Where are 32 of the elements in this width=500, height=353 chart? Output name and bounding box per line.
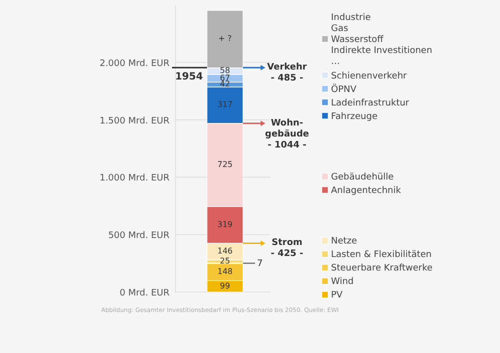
legend-label: Gebäudehülle [331, 172, 394, 183]
legend-label: PV [331, 290, 344, 301]
legend-label: ÖPNV [331, 82, 358, 95]
y-tick-label: 500 Mrd. EUR [108, 231, 170, 242]
data-label: 25 [220, 256, 230, 266]
ref-line-label: Strom - 425 - [270, 238, 304, 260]
y-tick-label: 1.500 Mrd. EUR [100, 116, 170, 126]
legend-label: Netze [331, 236, 358, 247]
legend-label: Steuerbare Kraftwerke [331, 264, 433, 274]
legend-label: Wohn- gebäude - 1044 - [264, 118, 310, 150]
legend-label: Ladeinfrastruktur [331, 98, 410, 108]
data-label: + ? [218, 34, 232, 44]
data-label: 146 [217, 246, 233, 256]
data-label: 319 [217, 220, 233, 229]
legend-label: Fahrzeuge [331, 112, 378, 122]
data-label: 725 [217, 160, 233, 169]
y-tick-label: 1.000 Mrd. EUR [100, 174, 170, 184]
data-label: 99 [220, 281, 230, 290]
data-label: 7 [257, 259, 263, 270]
data-label: 67 [220, 73, 230, 82]
ref-line-label: Verkehr - 485 - [267, 62, 308, 84]
legend-label: Anlagentechnik [331, 186, 402, 196]
y-tick-label: 2.000 Mrd. EUR [100, 58, 170, 69]
legend-label: Lasten & Flexibilitäten [331, 250, 432, 260]
legend-label: Schienenverkehr [331, 71, 408, 82]
legend-label: Industrie Gas Wasserstoff Indirekte Investitionen … [331, 13, 432, 68]
data-label: 148 [217, 267, 233, 276]
data-label: 58 [220, 66, 230, 76]
data-label: 317 [217, 100, 233, 110]
legend-label: Wind [331, 277, 354, 288]
ref-line-label: 1954 [175, 72, 203, 83]
y-tick-label: 0 Mrd. EUR [120, 288, 170, 298]
